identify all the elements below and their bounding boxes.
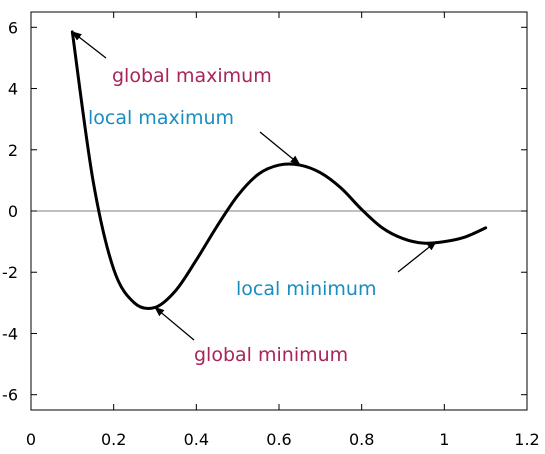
- y-tick-label: 6: [8, 18, 18, 37]
- y-tick-label: -2: [2, 263, 18, 282]
- y-tick-label: 4: [8, 80, 18, 99]
- x-tick-label: 1.2: [514, 430, 539, 449]
- y-tick-label: -6: [2, 386, 18, 405]
- x-tick-label: 0.6: [266, 430, 291, 449]
- x-tick-label: 0.4: [184, 430, 209, 449]
- annotation-label: local minimum: [236, 278, 376, 300]
- y-tick-label: 2: [8, 141, 18, 160]
- x-tick-label: 0: [26, 430, 36, 449]
- annotation-arrow: [259, 131, 301, 166]
- series-line: [70, 30, 488, 311]
- y-tick-label: -4: [2, 324, 18, 343]
- x-tick-label: 0.2: [101, 430, 126, 449]
- y-tick-label: 0: [8, 202, 18, 221]
- annotation-arrow: [71, 31, 107, 59]
- annotation-label: global maximum: [112, 65, 272, 87]
- annotation-label: global minimum: [194, 344, 348, 366]
- x-tick-label: 0.8: [349, 430, 374, 449]
- x-tick-label: 1: [439, 430, 449, 449]
- annotation-label: local maximum: [88, 107, 234, 129]
- annotation-arrow: [397, 240, 437, 273]
- annotation-arrow: [154, 306, 195, 341]
